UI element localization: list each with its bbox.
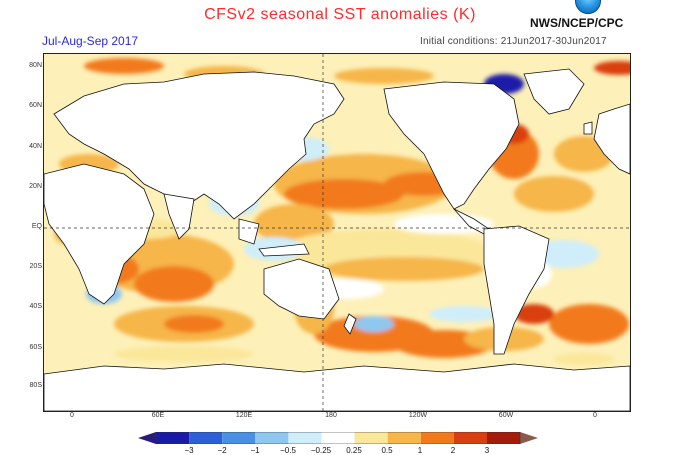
europe-west-landmass: [593, 103, 630, 175]
season-label: Jul-Aug-Sep 2017: [42, 34, 139, 48]
lon-label-60w: 60W: [498, 412, 514, 419]
australia-landmass: [263, 258, 340, 320]
colorbar-label: 0.5: [381, 446, 393, 455]
colorbar-segment: [321, 432, 355, 444]
lon-label-0-east: 0: [593, 412, 597, 419]
colorbar-outline: [155, 432, 521, 444]
lat-label-80n: 80N: [29, 62, 42, 69]
colorbar-segments: [156, 432, 520, 444]
colorbar-label: −3: [184, 446, 194, 455]
colorbar-label: −0.5: [280, 446, 296, 455]
lon-label-60e: 60E: [151, 412, 165, 419]
eurasia-landmass: [53, 71, 345, 220]
map-canvas: [44, 54, 630, 411]
colorbar-segment: [255, 432, 289, 444]
colorbar-segment: [420, 432, 454, 444]
colorbar-label: 2: [450, 446, 456, 455]
lat-label-60s: 60S: [29, 344, 42, 351]
new-zealand-landmass: [343, 313, 357, 335]
colorbar-label: −0.25: [310, 446, 332, 455]
colorbar-segment: [453, 432, 487, 444]
lat-label-20n: 20N: [29, 183, 42, 190]
chart-title: CFSv2 seasonal SST anomalies (K): [204, 6, 476, 23]
colorbar-label: 1: [417, 446, 423, 455]
colorbar-label: 0.25: [346, 446, 362, 455]
lon-label-0: 0: [70, 412, 74, 419]
colorbar: [138, 432, 538, 444]
colorbar-segment: [354, 432, 388, 444]
lon-label-180: 180: [325, 412, 337, 419]
colorbar-segment: [222, 432, 256, 444]
initial-conditions-label: Initial conditions: 21Jun2017-30Jun2017: [420, 36, 607, 47]
colorbar-arrow-high: [520, 432, 538, 444]
lat-label-eq: EQ: [31, 223, 42, 230]
lat-label-20s: 20S: [29, 263, 42, 270]
lon-label-120w: 120W: [408, 412, 428, 419]
lat-label-40s: 40S: [29, 303, 42, 310]
colorbar-label: 3: [484, 446, 490, 455]
africa-landmass: [44, 163, 155, 305]
land-masses: [44, 68, 630, 411]
north-america-landmass: [383, 81, 520, 210]
greenland-landmass: [523, 68, 585, 115]
uk-landmass: [583, 121, 593, 135]
colorbar-segment: [189, 432, 223, 444]
lon-label-120e: 120E: [235, 412, 253, 419]
lat-label-60n: 60N: [29, 102, 42, 109]
colorbar-segment: [156, 432, 190, 444]
antarctica-landmass: [44, 363, 630, 411]
sst-anomaly-map: [43, 53, 631, 412]
anomaly-patches: [54, 58, 630, 365]
colorbar-label: −2: [217, 446, 227, 455]
lat-label-40n: 40N: [29, 143, 42, 150]
colorbar-label: −1: [250, 446, 260, 455]
colorbar-arrow-low: [138, 432, 156, 444]
south-america-landmass: [483, 225, 550, 355]
colorbar-segment: [288, 432, 322, 444]
india-landmass: [163, 193, 195, 240]
agency-label: NWS/NCEP/CPC: [530, 16, 624, 30]
colorbar-segment: [487, 432, 520, 444]
lat-label-80s: 80S: [29, 382, 42, 389]
colorbar-segment: [387, 432, 421, 444]
